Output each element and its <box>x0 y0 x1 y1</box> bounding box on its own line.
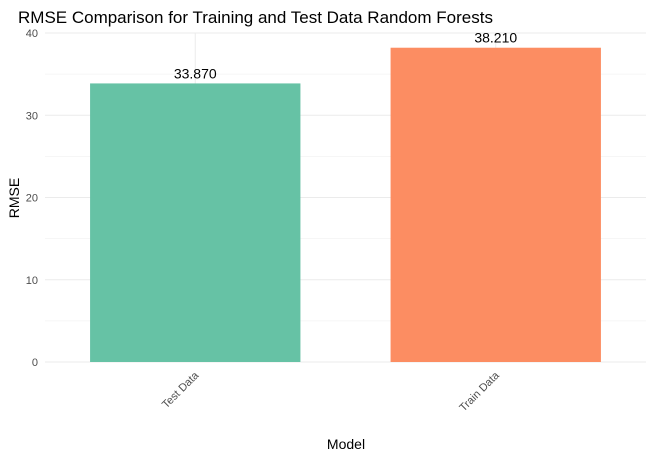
y-tick-label: 20 <box>26 193 38 205</box>
chart-title: RMSE Comparison for Training and Test Da… <box>18 8 493 27</box>
data-labels: 33.870 38.210 <box>174 30 518 82</box>
data-label: 33.870 <box>174 65 217 81</box>
y-axis-ticks: 0 10 20 30 40 <box>26 28 38 369</box>
x-axis-ticks: Test Data Train Data <box>160 369 502 414</box>
y-tick-label: 40 <box>26 28 38 40</box>
bars <box>90 47 601 363</box>
bar-test-data <box>90 83 301 362</box>
x-tick-label: Train Data <box>457 369 502 414</box>
data-label: 38.210 <box>474 30 517 46</box>
y-tick-label: 0 <box>32 357 38 369</box>
y-tick-label: 30 <box>26 110 38 122</box>
y-tick-label: 10 <box>26 275 38 287</box>
y-axis-title: RMSE <box>6 178 22 218</box>
bar-train-data <box>390 47 601 363</box>
x-axis-title: Model <box>327 436 365 452</box>
x-tick-label: Test Data <box>160 369 202 411</box>
